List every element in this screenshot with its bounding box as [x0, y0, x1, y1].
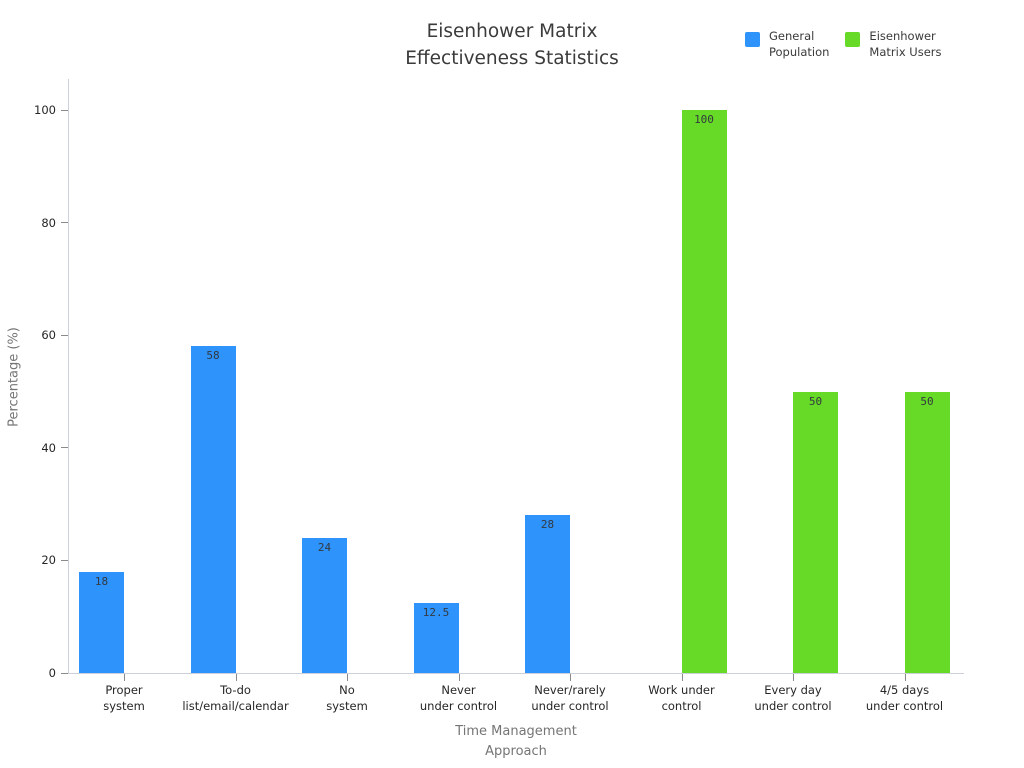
bar-value-label: 58 — [206, 349, 220, 363]
bar — [302, 537, 347, 673]
x-tick-mark — [793, 674, 794, 681]
y-tick-mark — [61, 447, 68, 449]
x-tick-label: Every day under control — [754, 683, 832, 713]
y-tick-label: 100 — [34, 103, 56, 117]
legend-item: General Population — [745, 29, 829, 60]
legend-series-label: Eisenhower Matrix Users — [869, 29, 942, 59]
x-axis-line — [68, 673, 964, 674]
bar-value-label: 24 — [317, 540, 332, 554]
x-tick-mark — [124, 674, 125, 681]
x-tick-mark — [347, 674, 348, 681]
legend-swatch-icon — [845, 32, 861, 47]
y-tick-mark — [61, 672, 68, 674]
bar-value-label: 12.5 — [422, 605, 450, 619]
x-tick-label: Work under control — [648, 683, 715, 713]
bar-value-label: 18 — [94, 574, 109, 588]
bar — [413, 602, 459, 673]
x-axis-title: Time Management Approach — [455, 724, 577, 759]
bar-value-label: 100 — [694, 113, 714, 126]
bar — [904, 391, 950, 673]
bar-value-label: 50 — [920, 394, 934, 408]
y-tick-label: 40 — [41, 440, 56, 455]
bar — [190, 346, 236, 673]
y-tick-label: 60 — [41, 328, 56, 343]
x-tick-label: Never/rarely under control — [531, 683, 609, 713]
x-tick-label: To-do list/email/calendar — [182, 683, 289, 713]
x-tick-mark — [458, 674, 460, 681]
x-tick-label: Proper system — [103, 683, 145, 713]
x-tick-mark — [681, 674, 683, 681]
y-tick-label: 20 — [41, 553, 56, 568]
y-tick-mark — [61, 222, 68, 224]
y-tick-mark — [61, 559, 68, 561]
legend-swatch-icon — [745, 32, 760, 47]
legend-item: Eisenhower Matrix Users — [845, 29, 942, 60]
y-axis-title: Percentage (%) — [6, 327, 22, 427]
bar — [79, 571, 124, 673]
x-tick-mark — [904, 674, 906, 681]
x-tick-mark — [570, 674, 571, 681]
x-tick-label: 4/5 days under control — [865, 683, 944, 713]
legend-series-label: General Population — [769, 29, 830, 59]
bar-value-label: 28 — [540, 518, 555, 532]
bar — [793, 391, 838, 673]
bar — [525, 515, 570, 673]
x-tick-label: No system — [326, 683, 368, 713]
bar-value-label: 50 — [808, 394, 823, 408]
y-tick-label: 80 — [41, 215, 56, 230]
x-tick-mark — [235, 674, 237, 681]
x-tick-label: Never under control — [419, 683, 498, 713]
bar — [681, 110, 727, 673]
y-tick-mark — [61, 334, 68, 336]
y-tick-label: 0 — [48, 666, 56, 680]
chart-title: Eisenhower Matrix Effectiveness Statisti… — [405, 21, 619, 69]
y-tick-mark — [61, 109, 68, 111]
legend: General Population Eisenhower Matrix User… — [745, 29, 942, 60]
y-axis-line — [68, 79, 69, 673]
